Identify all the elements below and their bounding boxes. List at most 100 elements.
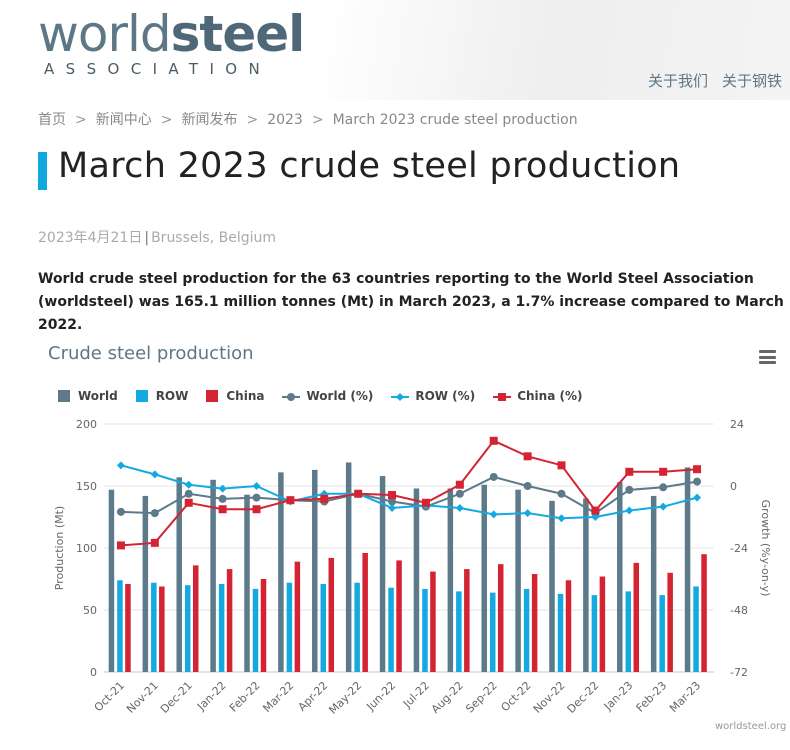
point-china-pct bbox=[184, 498, 193, 507]
bar-world bbox=[447, 488, 454, 672]
x-tick-label: Oct-21 bbox=[92, 679, 127, 714]
bar-world bbox=[583, 498, 589, 672]
y-left-tick-label: 200 bbox=[76, 418, 97, 431]
breadcrumb-current: March 2023 crude steel production bbox=[332, 112, 578, 128]
point-world-pct bbox=[116, 507, 125, 516]
point-row-pct bbox=[659, 502, 668, 511]
bar-world bbox=[278, 472, 284, 672]
legend-swatch-world bbox=[58, 390, 70, 402]
point-row-pct bbox=[455, 503, 464, 512]
point-row-pct bbox=[116, 461, 125, 470]
bar-china bbox=[497, 564, 504, 672]
breadcrumb-press-releases[interactable]: 新闻发布 bbox=[181, 112, 238, 128]
point-world-pct bbox=[659, 483, 668, 492]
bar-world bbox=[244, 494, 250, 672]
legend-row-pct[interactable]: ROW (%) bbox=[391, 389, 475, 403]
bar-row bbox=[422, 588, 428, 672]
point-china-pct bbox=[150, 538, 159, 547]
point-china-pct bbox=[252, 505, 261, 514]
y-left-tick-label: 100 bbox=[76, 542, 97, 555]
bar-world bbox=[176, 477, 182, 672]
breadcrumb-news-center[interactable]: 新闻中心 bbox=[95, 112, 152, 128]
point-world-pct bbox=[388, 497, 397, 506]
bar-world bbox=[142, 495, 149, 672]
bar-china bbox=[633, 562, 640, 672]
legend-china-pct[interactable]: China (%) bbox=[493, 389, 582, 403]
point-china-pct bbox=[557, 461, 566, 470]
bar-row bbox=[625, 591, 632, 672]
worldsteel-logo[interactable]: worldsteel bbox=[38, 2, 305, 66]
legend-label-world-pct: World (%) bbox=[306, 389, 374, 403]
bar-world bbox=[684, 467, 691, 672]
x-tick-label: Feb-23 bbox=[634, 679, 670, 715]
breadcrumb-separator: > bbox=[311, 112, 324, 128]
bar-china bbox=[192, 565, 199, 672]
legend-marker-china-pct bbox=[493, 392, 512, 401]
bar-row bbox=[354, 582, 360, 672]
legend-world-pct[interactable]: World (%) bbox=[282, 389, 373, 403]
bar-row bbox=[591, 595, 598, 672]
legend-swatch-row bbox=[135, 390, 148, 402]
title-accent-bar bbox=[38, 152, 47, 190]
bar-china bbox=[599, 576, 606, 672]
x-tick-label: Jan-22 bbox=[194, 679, 229, 714]
bar-row bbox=[523, 588, 530, 672]
article-meta: 2023年4月21日 | Brussels, Belgium bbox=[38, 227, 276, 247]
legend-label-world: World bbox=[78, 389, 118, 403]
bar-world bbox=[379, 476, 386, 672]
x-tick-label: Jul-22 bbox=[400, 679, 432, 711]
x-tick-label: Jun-22 bbox=[363, 679, 398, 714]
chart-credit[interactable]: worldsteel.org bbox=[715, 721, 787, 732]
breadcrumb-year[interactable]: 2023 bbox=[267, 112, 303, 128]
y-right-axis-title: Growth (%y-on-y) bbox=[759, 500, 772, 597]
bar-row bbox=[456, 591, 462, 672]
x-tick-label: Feb-22 bbox=[227, 679, 263, 715]
legend-row[interactable]: ROW bbox=[135, 389, 188, 403]
bar-row bbox=[489, 592, 496, 672]
bar-china bbox=[430, 571, 436, 672]
bar-world bbox=[413, 488, 420, 672]
x-tick-label: Mar-23 bbox=[667, 679, 703, 715]
chart-title: Crude steel production bbox=[48, 343, 254, 364]
bar-china bbox=[226, 569, 233, 672]
point-china-pct bbox=[489, 436, 498, 445]
bar-world bbox=[650, 495, 657, 672]
point-world-pct bbox=[625, 485, 634, 494]
legend-world[interactable]: World bbox=[58, 389, 118, 403]
bar-china bbox=[701, 554, 707, 672]
y-right-tick-label: -24 bbox=[730, 542, 748, 555]
article-location: Brussels, Belgium bbox=[151, 230, 276, 246]
bar-row bbox=[557, 593, 564, 672]
article-lead: World crude steel production for the 63 … bbox=[38, 271, 784, 333]
bar-world bbox=[210, 479, 216, 672]
bar-world bbox=[617, 482, 623, 672]
breadcrumb-home[interactable]: 首页 bbox=[38, 112, 66, 128]
point-row-pct bbox=[388, 503, 397, 512]
bar-world bbox=[481, 484, 487, 672]
bar-row bbox=[693, 586, 699, 672]
point-world-pct bbox=[218, 494, 227, 503]
point-row-pct bbox=[591, 513, 600, 521]
point-row-pct bbox=[252, 482, 261, 490]
nav-about-us[interactable]: 关于我们 bbox=[647, 72, 708, 90]
production-chart: 0 50 100 150 200 -72 -48 -24 0 24 Production (Mt) G… bbox=[53, 418, 772, 717]
legend-china[interactable]: China bbox=[206, 389, 264, 403]
top-nav: 关于我们 关于钢铁 bbox=[634, 70, 782, 91]
y-left-tick-label: 150 bbox=[76, 480, 97, 493]
chart-legend: World ROW China World (%) ROW (%) China (%) bbox=[58, 389, 600, 403]
point-china-pct bbox=[523, 452, 532, 461]
legend-label-china: China bbox=[226, 389, 265, 403]
breadcrumb: 首页 > 新闻中心 > 新闻发布 >2023 > March 2023 crude steel… bbox=[38, 109, 578, 129]
x-tick-label: Nov-22 bbox=[531, 679, 568, 716]
point-row-pct bbox=[693, 493, 702, 502]
point-china-pct bbox=[286, 496, 295, 505]
point-row-pct bbox=[523, 509, 532, 518]
bar-china bbox=[125, 583, 131, 672]
nav-about-steel[interactable]: 关于钢铁 bbox=[721, 72, 782, 90]
point-china-pct bbox=[455, 480, 464, 489]
legend-marker-row-pct bbox=[391, 392, 410, 401]
hamburger-menu-icon[interactable] bbox=[759, 350, 776, 364]
point-china-pct bbox=[591, 506, 600, 515]
point-world-pct bbox=[693, 477, 702, 486]
bar-china bbox=[260, 579, 267, 672]
